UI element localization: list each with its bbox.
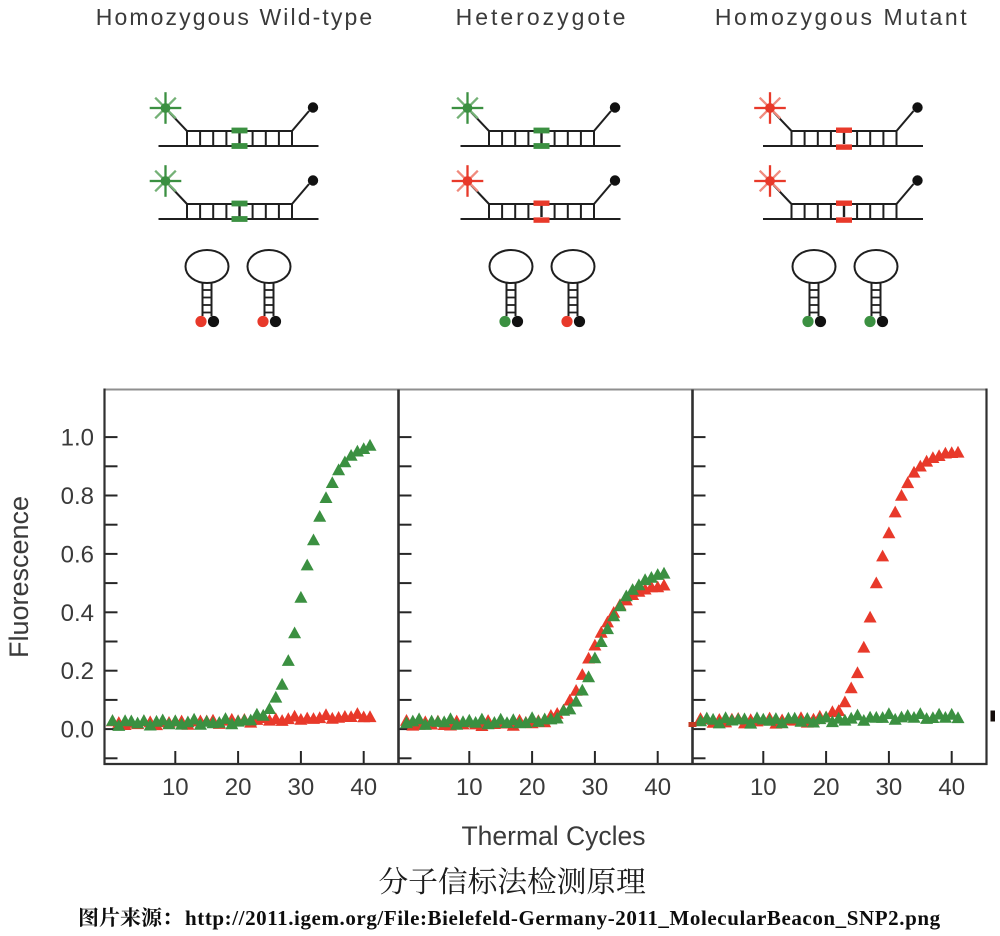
svg-text:20: 20 [519, 774, 546, 801]
svg-text:30: 30 [288, 774, 315, 801]
svg-text:Fluorescence: Fluorescence [4, 496, 34, 658]
svg-text:10: 10 [456, 774, 483, 801]
svg-text:30: 30 [582, 774, 609, 801]
svg-text:30: 30 [876, 774, 903, 801]
svg-text:20: 20 [225, 774, 252, 801]
svg-text:Homozygous Wild-type: Homozygous Wild-type [96, 4, 374, 30]
svg-text:20: 20 [813, 774, 840, 801]
svg-text:Heterozygote: Heterozygote [456, 4, 629, 30]
svg-text:10: 10 [750, 774, 777, 801]
svg-text:Thermal Cycles: Thermal Cycles [461, 821, 645, 851]
svg-text:1.0: 1.0 [61, 425, 94, 452]
svg-text:0.6: 0.6 [61, 541, 94, 568]
svg-text:Homozygous Mutant: Homozygous Mutant [715, 4, 969, 30]
svg-text:0.2: 0.2 [61, 658, 94, 685]
svg-text:http://2011.igem.org/File:Biel: http://2011.igem.org/File:Bielefeld-Germ… [185, 906, 941, 930]
svg-text:0.0: 0.0 [61, 717, 94, 744]
svg-text:40: 40 [350, 774, 377, 801]
svg-text:0.8: 0.8 [61, 483, 94, 510]
svg-text:40: 40 [644, 774, 671, 801]
svg-text:40: 40 [938, 774, 965, 801]
svg-text:0.4: 0.4 [61, 600, 94, 627]
svg-text:10: 10 [162, 774, 189, 801]
